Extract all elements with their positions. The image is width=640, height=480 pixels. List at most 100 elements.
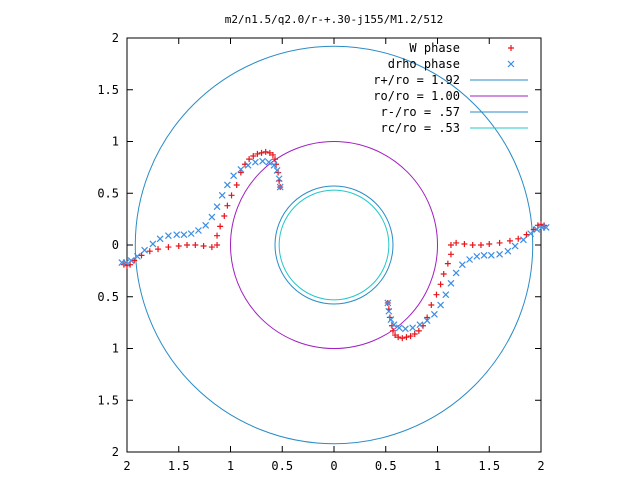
drho-phase-point [194, 227, 202, 234]
w-phase-point [184, 242, 191, 248]
x-tick-label: 1 [227, 459, 234, 473]
drho-phase-point [237, 166, 245, 173]
chart-title: m2/n1.5/q2.0/r-+.30-j155/M1.2/512 [225, 13, 444, 26]
reference-circles [134, 45, 534, 445]
w-phase-point [447, 251, 454, 258]
drho-phase-point [213, 203, 221, 211]
w-phase-point [388, 322, 395, 329]
w-phase-point [272, 156, 279, 163]
w-phase-point [138, 252, 145, 259]
drho-phase-point [118, 259, 126, 267]
w-phase-point [403, 334, 410, 341]
w-phase-point [415, 327, 422, 334]
w-phase-point [444, 260, 451, 267]
drho-phase-point [223, 181, 231, 189]
drho-phase-point [487, 251, 495, 259]
w-phase-point [262, 148, 269, 155]
drho-phase-point [244, 161, 252, 169]
drho-phase-point [270, 161, 278, 169]
w-phase-point [228, 192, 235, 199]
legend: W phase drho phase r+/ro = 1.92 ro/ro = 1.0… [373, 41, 528, 135]
data-marks [118, 148, 550, 342]
w-phase-point [155, 246, 162, 253]
drho-phase-point [251, 158, 259, 166]
x-tick-label: 1.5 [478, 459, 500, 473]
legend-label: r+/ro = 1.92 [373, 73, 460, 87]
drho-phase-point [385, 307, 393, 315]
w-phase-point [399, 335, 406, 342]
w-phase-point [386, 314, 393, 321]
drho-phase-point [533, 226, 541, 233]
w-phase-point [258, 149, 265, 156]
drho-phase-point [180, 231, 188, 239]
w-phase-point [530, 226, 537, 233]
drho-phase-point [127, 257, 135, 264]
w-phase-point [411, 331, 418, 338]
drho-phase-point [276, 183, 284, 191]
drho-phase-point [442, 291, 450, 299]
w-phase-point [237, 169, 244, 176]
x-tick-label: 1 [434, 459, 441, 473]
x-tick-label: 1.5 [168, 459, 190, 473]
drho-phase-point [519, 236, 527, 244]
w-phase-point [146, 248, 153, 255]
w-phase-point [453, 239, 460, 246]
w-phase-point [275, 169, 282, 176]
drho-phase-point [504, 247, 512, 255]
w-phase-point [224, 202, 231, 209]
reference-circle [134, 45, 534, 445]
drho-phase-point [141, 246, 149, 254]
drho-phase-point [259, 157, 267, 165]
w-phase-point [233, 181, 240, 188]
w-phase-point [217, 223, 224, 230]
y-tick-label: 2 [112, 445, 119, 459]
drho-phase-point [164, 232, 172, 240]
w-phase-point [208, 244, 215, 251]
y-tick-label: 0.5 [97, 290, 119, 304]
drho-phase-point [202, 221, 210, 229]
y-tick-label: 1.5 [97, 83, 119, 97]
w-phase-point [433, 291, 440, 298]
drho-phase-point [466, 256, 474, 263]
drho-phase-point [156, 235, 164, 243]
drho-phase-point [208, 213, 216, 221]
w-phase-point [273, 161, 280, 168]
w-phase-point [254, 150, 261, 157]
drho-phase-point [218, 191, 226, 199]
drho-phase-point [430, 310, 438, 318]
w-phase-point [469, 242, 476, 248]
w-phase-point [214, 242, 221, 248]
drho-phase-point [230, 172, 238, 180]
drho-phase-point [423, 317, 431, 324]
w-phase-point [424, 314, 431, 321]
drho-phase-point [173, 231, 181, 239]
drho-phase-point [390, 321, 398, 329]
w-phase-point [200, 243, 207, 250]
drho-phase-point [437, 301, 445, 309]
drho-phase-point [511, 242, 519, 250]
drho-phase-point [447, 279, 455, 287]
w-phase-point [389, 327, 396, 334]
legend-marker [507, 60, 515, 68]
drho-phase-point [149, 240, 157, 248]
y-tick-label: 2 [112, 31, 119, 45]
y-tick-label: 0.5 [97, 186, 119, 200]
w-phase-point [165, 244, 172, 251]
w-phase-point [395, 334, 402, 341]
legend-marker [508, 45, 514, 51]
x-tick-label: 2 [537, 459, 544, 473]
drho-phase-point [395, 324, 403, 332]
drho-phase-point [275, 175, 283, 183]
y-tick-label: 1.5 [97, 393, 119, 407]
drho-phase-point [458, 261, 466, 269]
drho-phase-point [187, 230, 195, 238]
x-tick-label: 0 [330, 459, 337, 473]
drho-phase-point [133, 252, 141, 260]
legend-label: r-/ro = .57 [381, 105, 460, 119]
y-tick-label: 1 [112, 135, 119, 149]
reference-circle [230, 141, 438, 349]
w-phase-point [407, 333, 414, 340]
drho-phase-point [273, 167, 281, 174]
w-phase-point [506, 237, 513, 244]
